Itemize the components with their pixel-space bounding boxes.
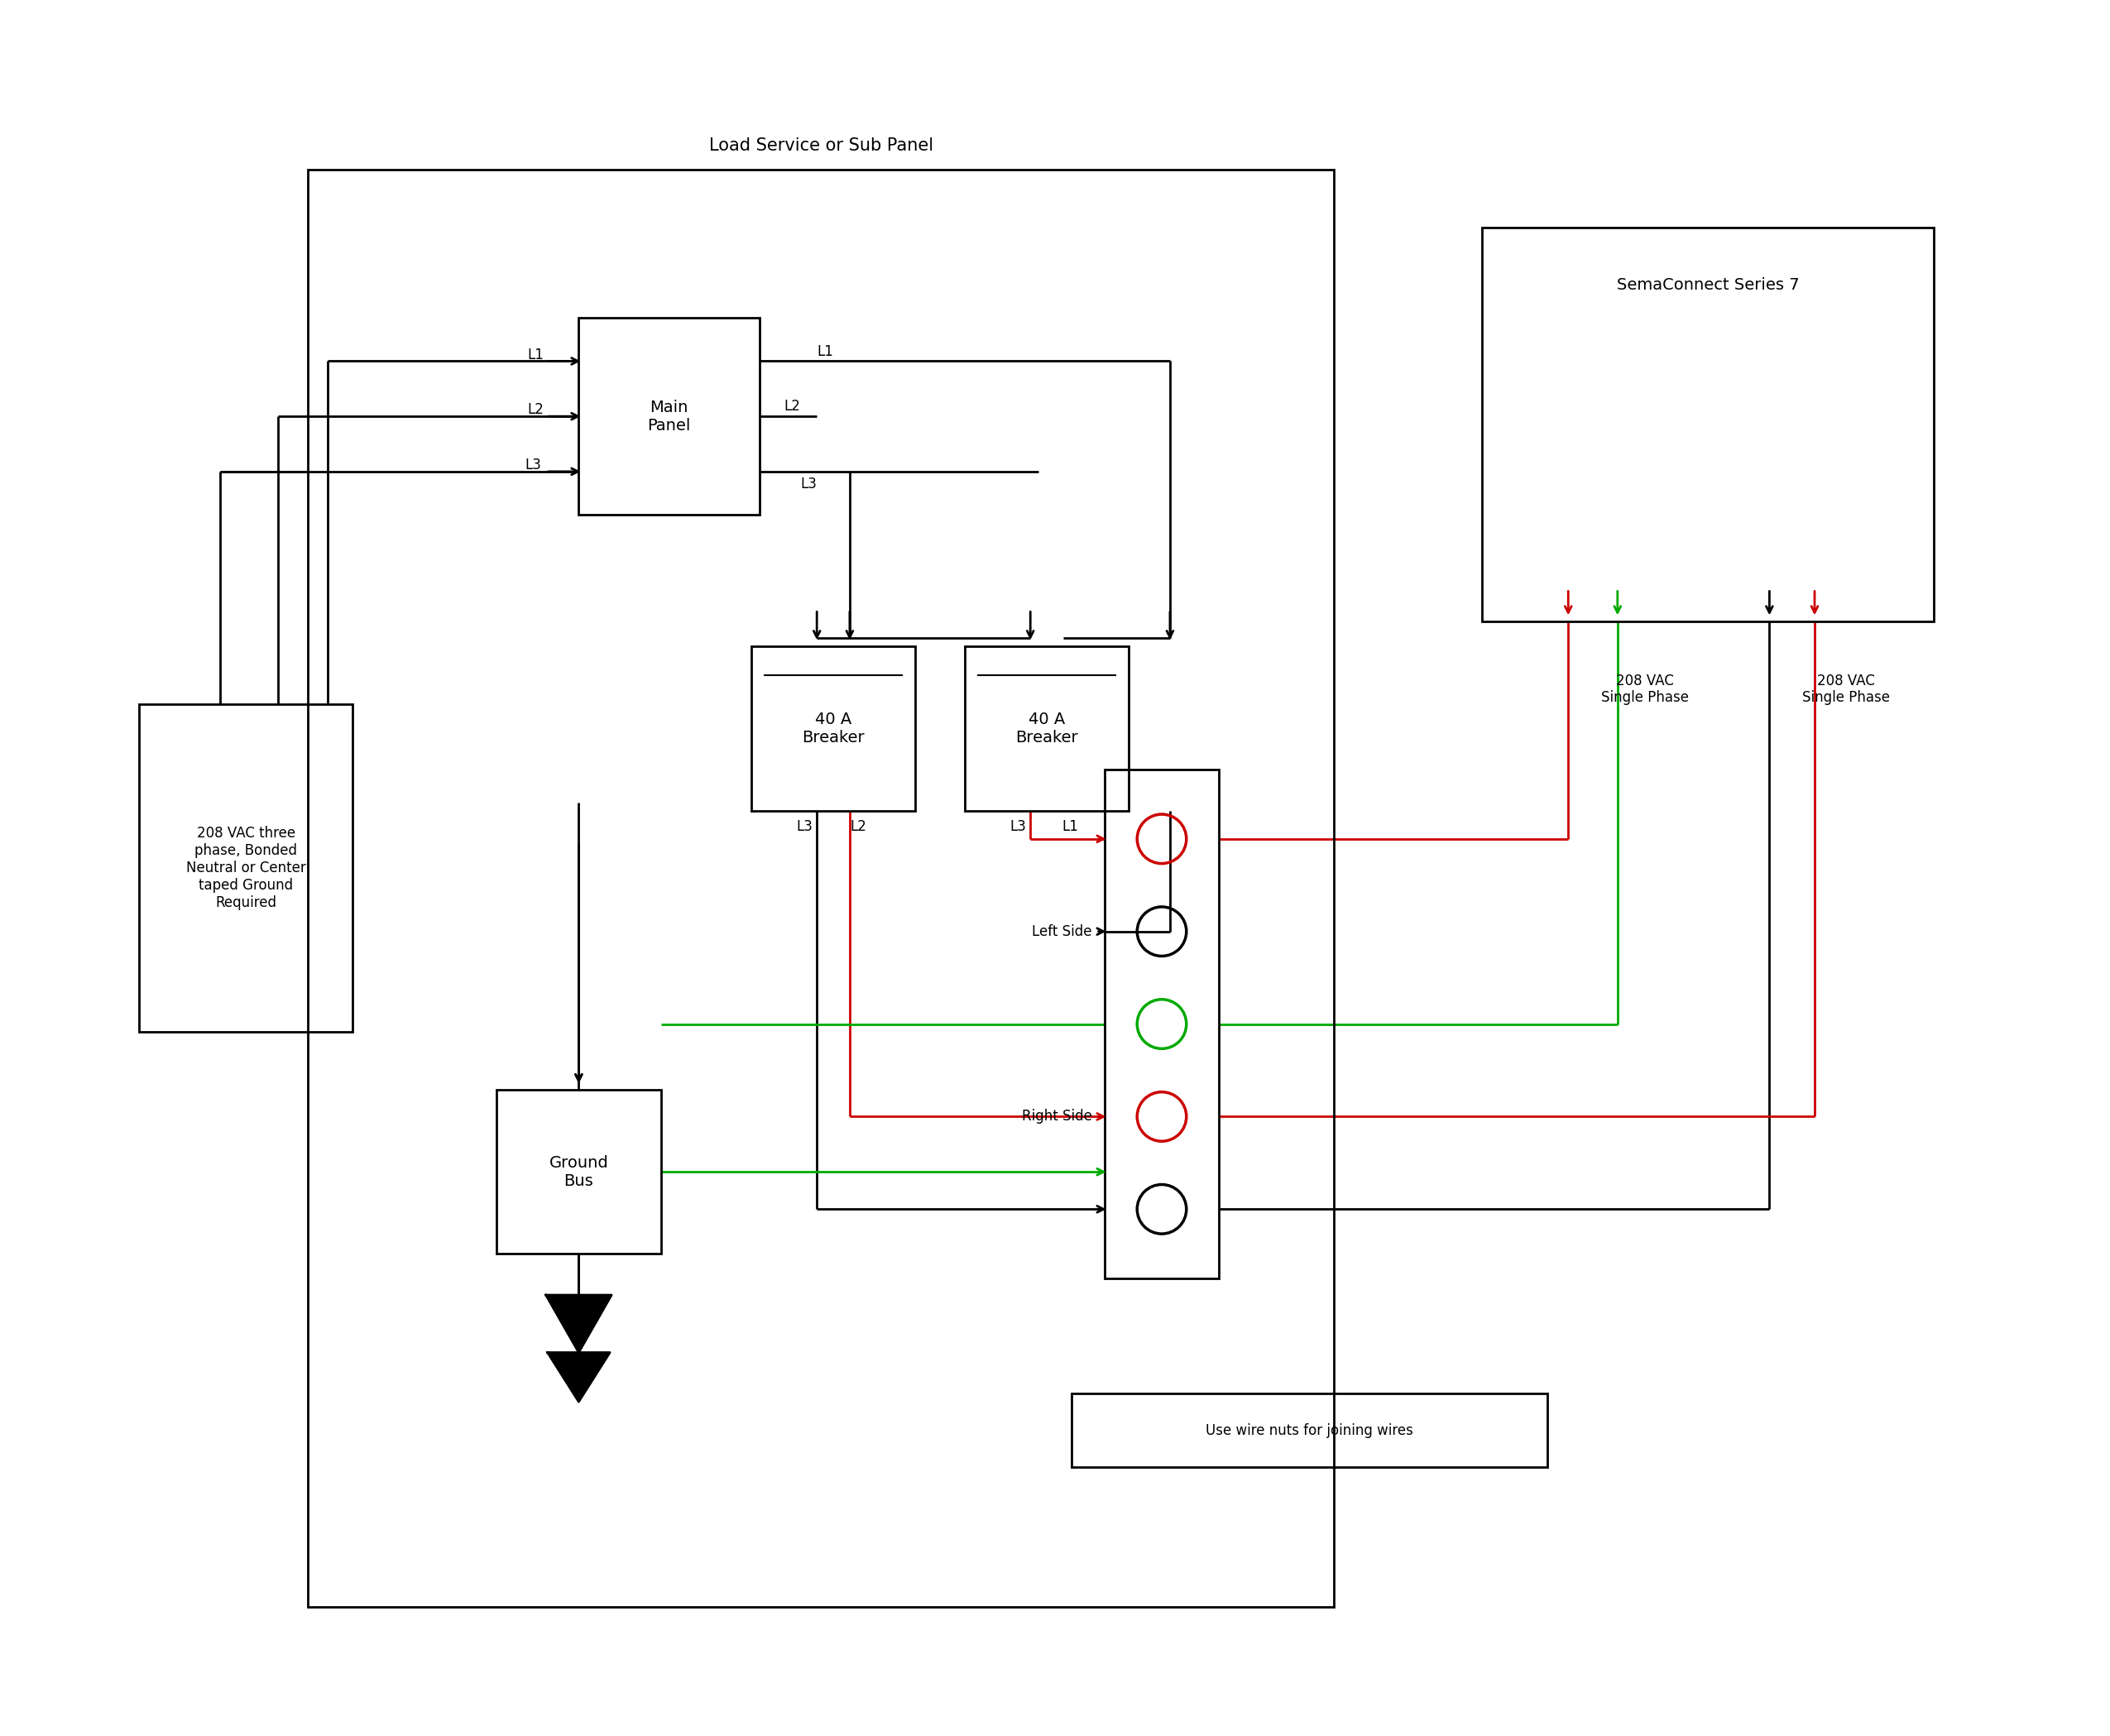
Text: Main
Panel: Main Panel	[648, 399, 690, 434]
Text: Left Side: Left Side	[1032, 924, 1093, 939]
Text: 40 A
Breaker: 40 A Breaker	[802, 712, 865, 745]
Text: 40 A
Breaker: 40 A Breaker	[1015, 712, 1078, 745]
Text: 208 VAC
Single Phase: 208 VAC Single Phase	[1601, 674, 1688, 705]
Text: L2: L2	[528, 403, 544, 417]
Polygon shape	[546, 1352, 610, 1401]
Text: SemaConnect Series 7: SemaConnect Series 7	[1616, 278, 1800, 293]
Text: L3: L3	[800, 476, 817, 491]
Bar	[751, 646, 916, 811]
Text: Right Side: Right Side	[1021, 1109, 1093, 1123]
Text: L3: L3	[525, 458, 542, 472]
Text: Use wire nuts for joining wires: Use wire nuts for joining wires	[1205, 1424, 1414, 1437]
Text: L1: L1	[1061, 819, 1078, 835]
Bar	[1481, 227, 1933, 621]
Text: L2: L2	[785, 399, 800, 413]
Bar	[308, 170, 1334, 1608]
Text: Ground
Bus: Ground Bus	[549, 1154, 608, 1189]
Bar	[1104, 769, 1220, 1279]
Text: L1: L1	[528, 347, 544, 363]
Text: Load Service or Sub Panel: Load Service or Sub Panel	[709, 137, 933, 153]
Bar	[496, 1090, 660, 1253]
Text: L3: L3	[795, 819, 812, 835]
Text: 208 VAC
Single Phase: 208 VAC Single Phase	[1802, 674, 1891, 705]
Bar	[1072, 1394, 1549, 1467]
Polygon shape	[546, 1295, 612, 1352]
Bar	[578, 318, 760, 516]
Text: 208 VAC three
phase, Bonded
Neutral or Center
taped Ground
Required: 208 VAC three phase, Bonded Neutral or C…	[186, 826, 306, 910]
Bar	[139, 703, 352, 1033]
Text: L2: L2	[850, 819, 865, 835]
Bar	[964, 646, 1129, 811]
Text: L1: L1	[817, 344, 833, 359]
Text: L3: L3	[1011, 819, 1025, 835]
